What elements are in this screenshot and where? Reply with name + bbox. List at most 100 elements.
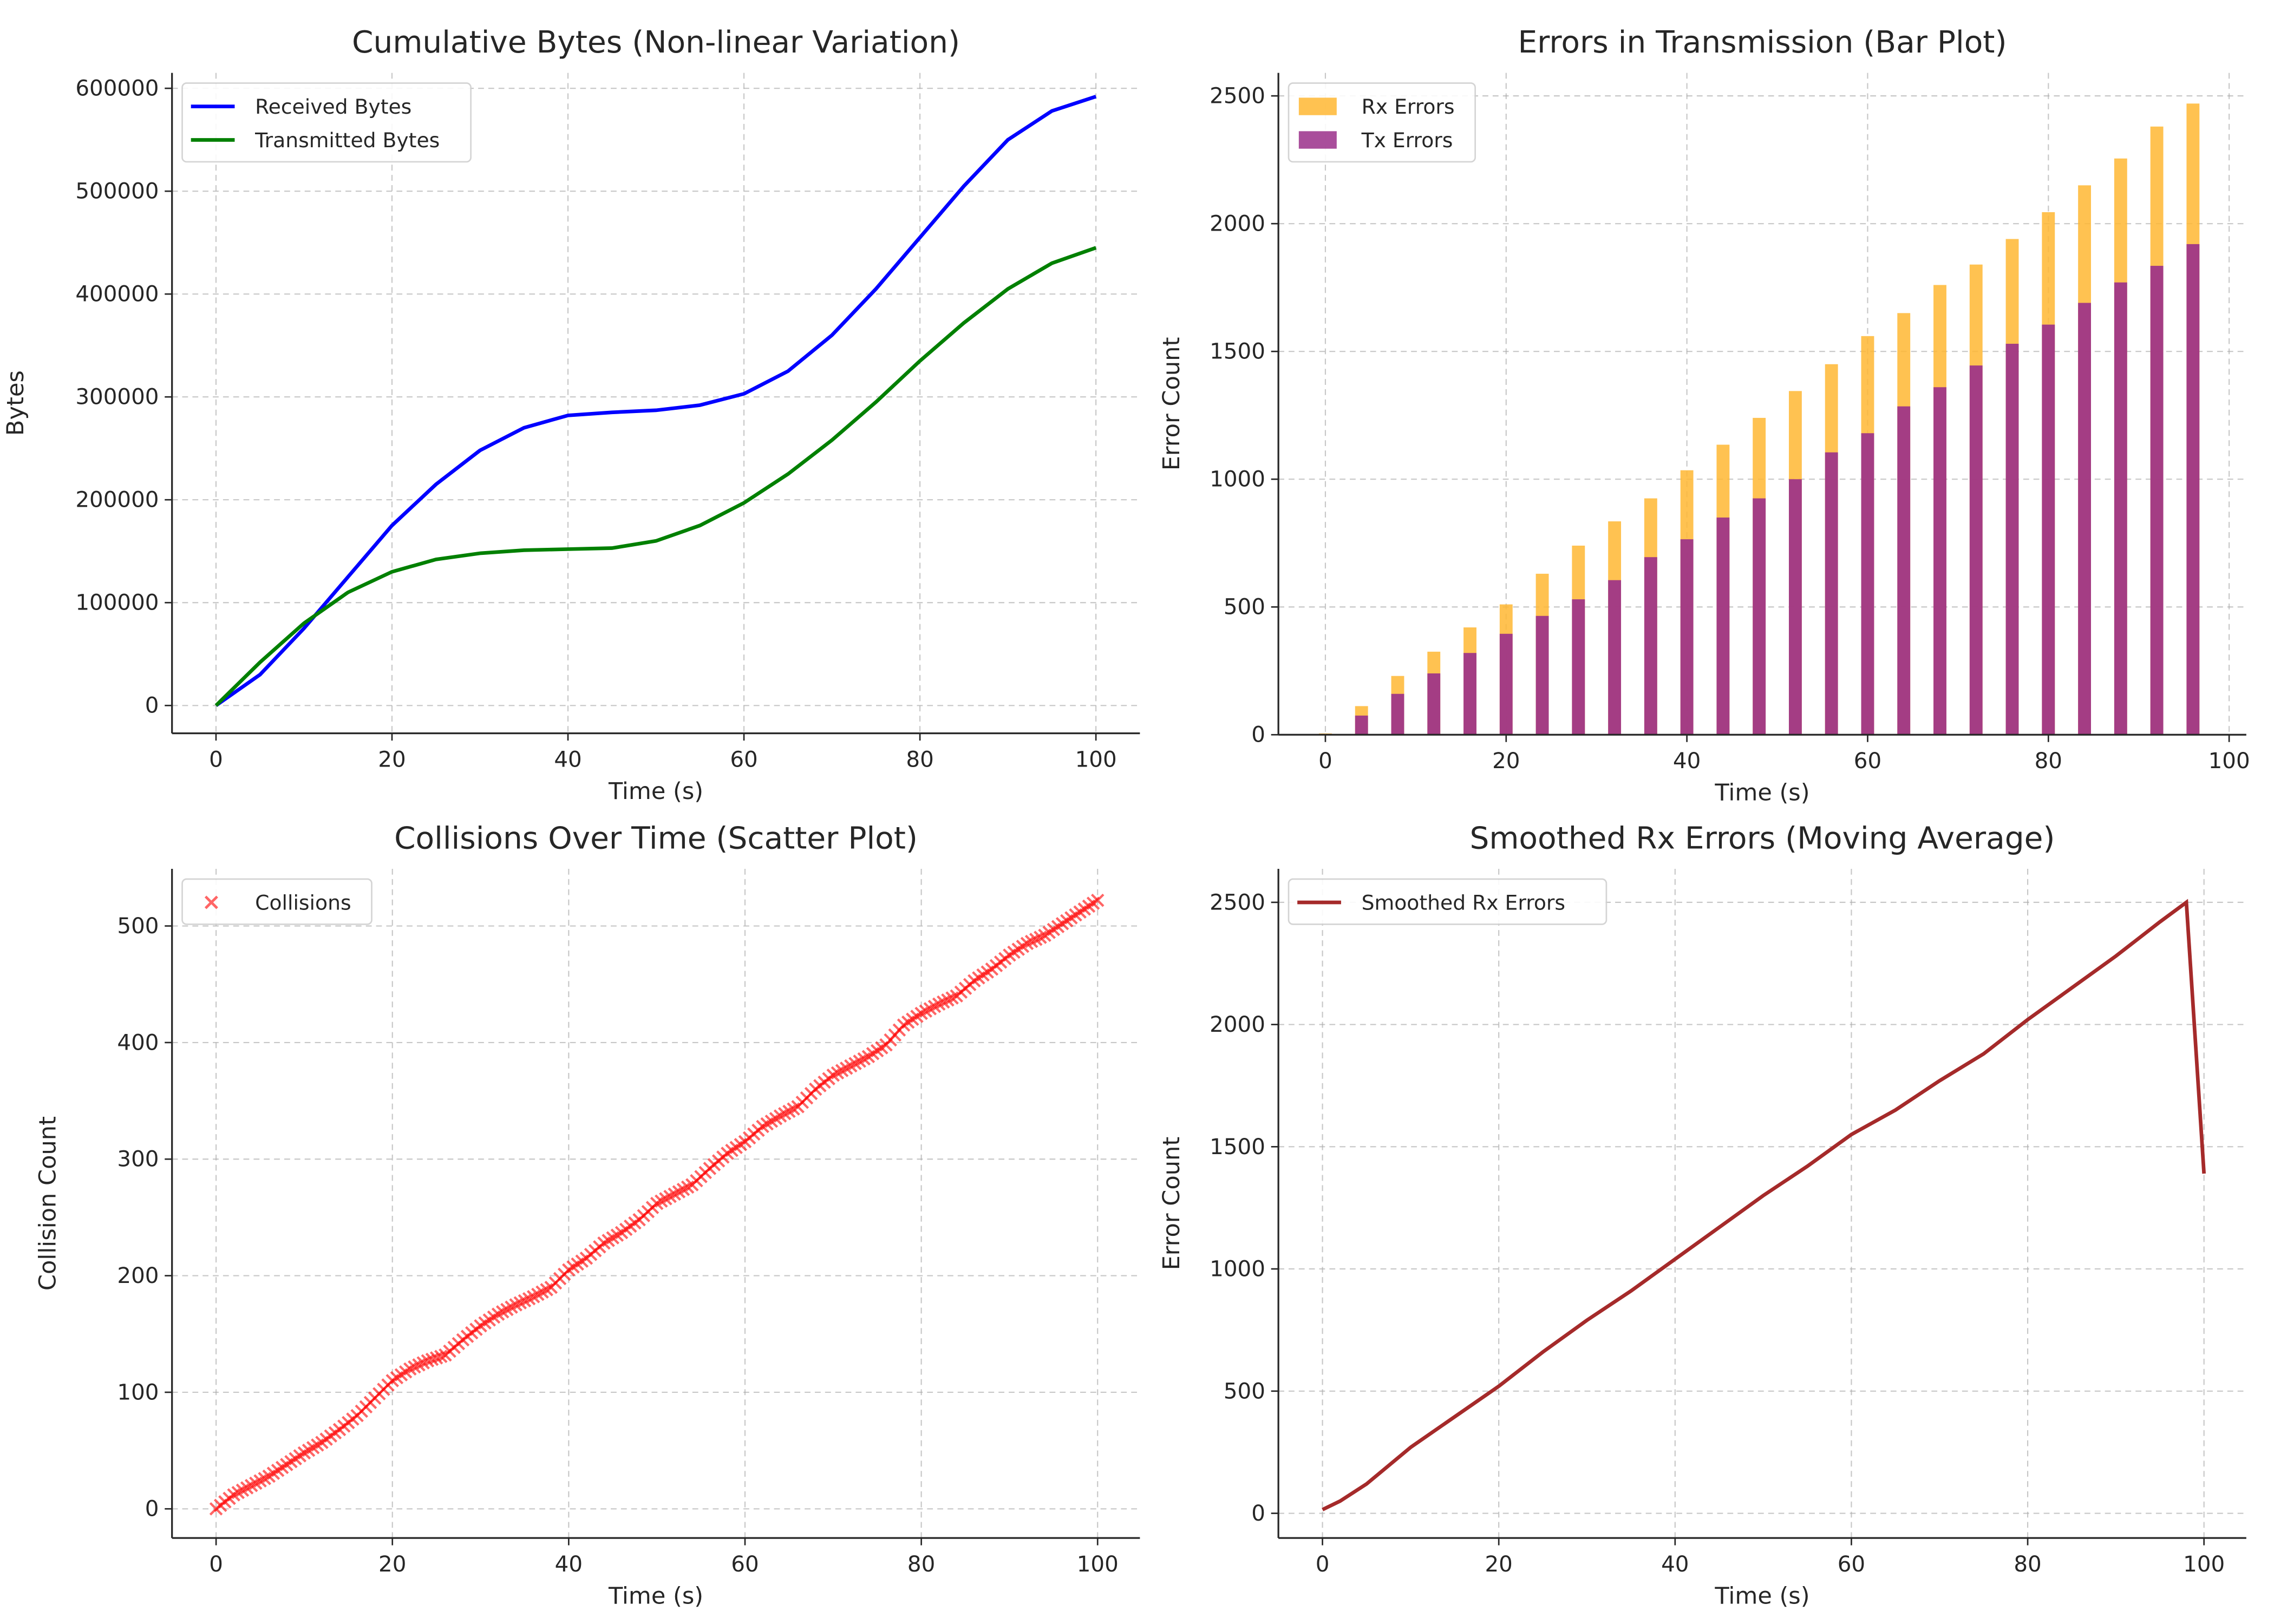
y-axis-label: Error Count: [1158, 337, 1185, 471]
y-tick-label: 2500: [1210, 889, 1265, 915]
y-tick-label: 400: [117, 1030, 159, 1055]
legend: Smoothed Rx Errors: [1288, 878, 1608, 925]
chart-title: Cumulative Bytes (Non-linear Variation): [352, 25, 960, 60]
y-tick-label: 2500: [1210, 83, 1265, 109]
y-tick-label: 300: [117, 1147, 159, 1172]
y-tick-label: 1000: [1210, 467, 1265, 492]
series-line-1: [215, 95, 1097, 708]
legend: Collisions: [181, 878, 373, 925]
y-tick-label: 1500: [1210, 1134, 1265, 1160]
bar-tx-errors: [1753, 498, 1766, 735]
bar-tx-errors: [1788, 479, 1802, 735]
y-tick-label: 0: [145, 1496, 159, 1522]
y-tick-label: 0: [1251, 722, 1265, 748]
legend-marker: [204, 895, 218, 909]
chart-1: 0 20 40 60 80 100 0 100000 200000 300000 400000 500…: [2, 25, 1140, 805]
bar-tx-errors: [1499, 633, 1513, 735]
x-tick-label: 20: [378, 747, 406, 772]
x-tick-label: 0: [209, 747, 223, 772]
y-axis-label: Bytes: [2, 370, 29, 436]
x-tick-label: 40: [555, 1551, 583, 1577]
x-tick-label: 60: [1838, 1551, 1865, 1577]
legend-frame: [181, 82, 472, 163]
legend-label: Transmitted Bytes: [254, 128, 440, 152]
chart-3: 0 20 40 60 80 100 0 100 200 300 400 500 Collisions O…: [34, 821, 1140, 1609]
bar-tx-errors: [1716, 518, 1730, 735]
x-axis-label: Time (s): [1714, 779, 1809, 806]
bar-tx-errors: [1355, 715, 1368, 735]
chart-title: Smoothed Rx Errors (Moving Average): [1469, 821, 2055, 856]
x-tick-label: 0: [1316, 1551, 1330, 1577]
x-tick-label: 20: [378, 1551, 406, 1577]
chart-title: Collisions Over Time (Scatter Plot): [394, 821, 918, 856]
bar-tx-errors: [1969, 365, 1983, 735]
y-tick-label: 500: [1224, 594, 1265, 620]
y-tick-label: 400000: [75, 281, 159, 307]
y-tick-label: 100000: [75, 590, 159, 615]
x-axis-label: Time (s): [1714, 1582, 1809, 1609]
legend-frame: [181, 878, 373, 925]
x-tick-label: 0: [1318, 748, 1332, 774]
scatter-point: [1090, 893, 1105, 907]
bar-tx-errors: [2150, 266, 2164, 735]
x-tick-label: 20: [1485, 1551, 1512, 1577]
y-tick-label: 1000: [1210, 1256, 1265, 1282]
x-tick-label: 80: [907, 1551, 935, 1577]
legend-label: Received Bytes: [255, 95, 411, 119]
bar-tx-errors: [1427, 673, 1441, 735]
y-tick-label: 100: [117, 1379, 159, 1405]
bar-tx-errors: [1644, 557, 1657, 735]
y-tick-label: 1500: [1210, 339, 1265, 364]
bar-tx-errors: [1608, 580, 1622, 735]
scatter-point: [425, 1352, 439, 1366]
x-tick-label: 60: [730, 747, 757, 772]
y-tick-label: 2000: [1210, 1012, 1265, 1037]
bar-tx-errors: [1391, 693, 1404, 735]
x-tick-label: 100: [1077, 1551, 1119, 1577]
x-tick-label: 80: [2014, 1551, 2041, 1577]
bar-tx-errors: [1897, 406, 1911, 735]
y-tick-label: 300000: [75, 384, 159, 410]
y-tick-label: 0: [1251, 1501, 1265, 1526]
x-tick-label: 80: [906, 747, 933, 772]
x-tick-label: 40: [1673, 748, 1701, 774]
chart-title: Errors in Transmission (Bar Plot): [1518, 25, 2007, 60]
legend-swatch: [1298, 131, 1337, 149]
legend: Received Bytes Transmitted Bytes: [181, 82, 472, 163]
scatter-point: [421, 1354, 435, 1368]
legend-label: Collisions: [255, 890, 351, 914]
bar-tx-errors: [2114, 282, 2127, 735]
bar-tx-errors: [2005, 344, 2019, 735]
bar-tx-errors: [1933, 387, 1946, 735]
y-tick-label: 200: [117, 1263, 159, 1288]
legend-label: Rx Errors: [1362, 95, 1455, 119]
x-tick-label: 100: [1075, 747, 1117, 772]
x-tick-label: 80: [2035, 748, 2062, 774]
x-tick-label: 60: [1854, 748, 1881, 774]
series-line-2: [214, 246, 1097, 707]
y-tick-label: 500: [1224, 1378, 1265, 1404]
bar-tx-errors: [1825, 452, 1838, 735]
bar-tx-errors: [1572, 599, 1585, 735]
y-tick-label: 200000: [75, 487, 159, 513]
bar-tx-errors: [1535, 615, 1549, 735]
x-tick-label: 0: [209, 1551, 223, 1577]
legend: Rx Errors Tx Errors: [1288, 82, 1476, 163]
scatter-point: [434, 1350, 448, 1364]
y-axis-label: Collision Count: [34, 1116, 61, 1291]
legend-label: Smoothed Rx Errors: [1362, 890, 1565, 914]
x-axis-label: Time (s): [608, 1582, 703, 1609]
x-tick-label: 100: [2183, 1551, 2225, 1577]
chart-4: 0 20 40 60 80 10005001000150020002500Smoothed…: [1158, 821, 2246, 1609]
y-axis-label: Error Count: [1158, 1137, 1185, 1271]
x-tick-label: 100: [2208, 748, 2250, 774]
bar-tx-errors: [2078, 303, 2091, 735]
y-tick-label: 0: [145, 693, 159, 718]
x-tick-label: 40: [554, 747, 581, 772]
x-axis-label: Time (s): [608, 778, 703, 805]
bar-tx-errors: [2186, 244, 2200, 735]
x-tick-label: 40: [1661, 1551, 1689, 1577]
bar-tx-errors: [1861, 433, 1874, 735]
legend-frame: [1288, 878, 1608, 925]
